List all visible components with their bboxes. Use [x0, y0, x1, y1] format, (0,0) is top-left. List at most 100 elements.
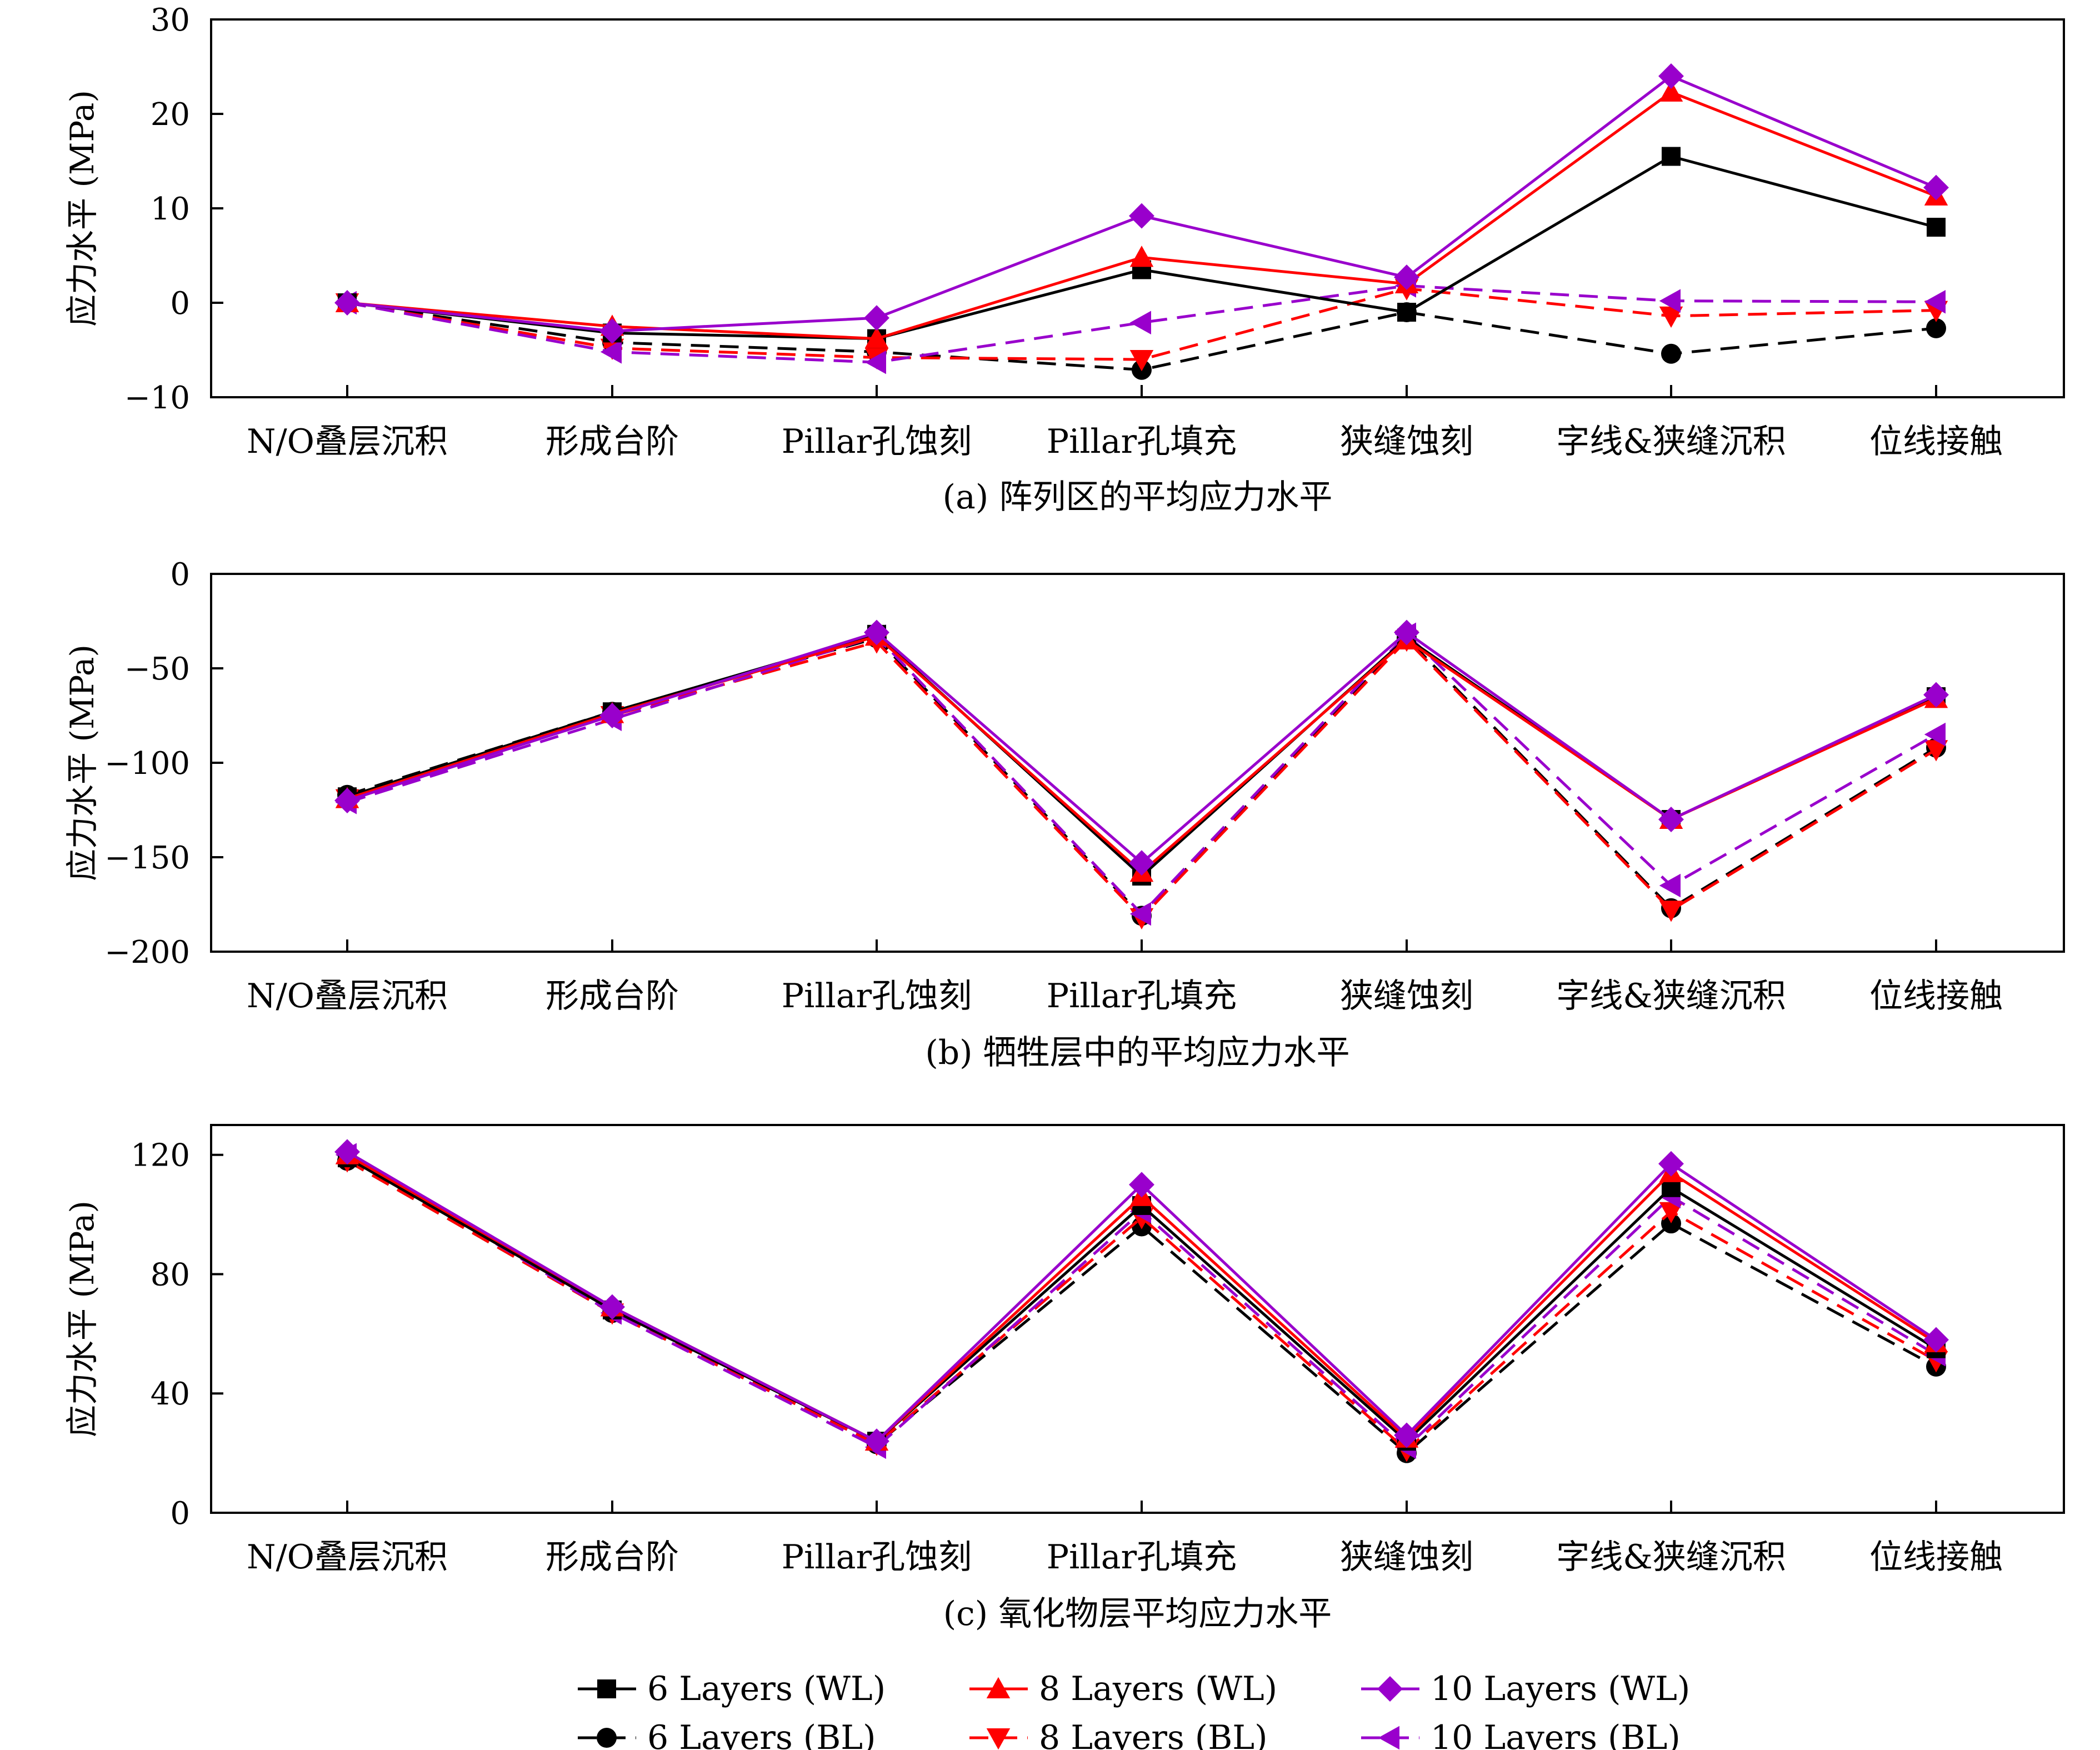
data-point-wl10 [864, 1428, 889, 1454]
legend-label: 10 Layers (WL) [1431, 1669, 1690, 1708]
panel-b-caption: (b) 牺牲层中的平均应力水平 [925, 1033, 1349, 1072]
y-axis-title: 应力水平 (MPa) [63, 644, 101, 881]
data-point-bl6 [1661, 343, 1681, 364]
y-tick-label: 40 [151, 1376, 190, 1412]
data-point-wl10 [599, 703, 625, 728]
data-point-bl8 [1129, 350, 1154, 372]
data-point-wl10 [864, 305, 889, 331]
legend-marker [986, 1677, 1011, 1698]
data-point-bl10 [1924, 290, 1946, 314]
y-tick-label: −50 [124, 651, 190, 687]
series-wl10 [334, 619, 1949, 876]
data-point-wl10 [599, 318, 625, 344]
data-point-bl10 [600, 340, 622, 364]
panel-a-caption: (a) 阵列区的平均应力水平 [943, 478, 1333, 517]
data-point-bl10 [1659, 873, 1681, 898]
x-tick-label: 位线接触 [1869, 1538, 2003, 1577]
legend-label: 8 Layers (WL) [1039, 1669, 1277, 1708]
data-point-wl10 [1129, 1172, 1154, 1198]
data-point-wl10 [1394, 264, 1419, 291]
x-tick-label: N/O叠层沉积 [247, 1538, 448, 1577]
legend-marker [597, 1728, 617, 1748]
data-point-wl10 [1129, 850, 1154, 876]
series-wl10 [334, 63, 1949, 344]
panel-c-caption: (c) 氧化物层平均应力水平 [943, 1594, 1332, 1633]
y-tick-label: −150 [104, 840, 190, 876]
y-tick-label: 80 [151, 1257, 190, 1293]
data-point-wl10 [1129, 203, 1154, 229]
y-tick-label: 120 [131, 1138, 190, 1174]
legend-item-wl8: 8 Layers (WL) [969, 1669, 1277, 1708]
data-point-wl10 [1923, 682, 1949, 708]
data-point-wl10 [334, 788, 360, 813]
x-tick-label: 狭缝蚀刻 [1340, 977, 1473, 1016]
data-point-wl6 [1927, 218, 1946, 237]
x-tick-label: Pillar孔蚀刻 [782, 422, 972, 461]
y-tick-label: 30 [151, 2, 190, 38]
x-tick-label: 形成台阶 [546, 977, 679, 1016]
panel-c: 0 40 80 120 N/O叠层沉积 形成台阶 Pillar孔蚀刻 Pillar孔填充 狭缝蚀… [63, 1124, 2065, 1633]
panel-c-frame [210, 1124, 2065, 1514]
legend-item-wl10: 10 Layers (WL) [1361, 1669, 1690, 1708]
data-point-wl10 [599, 1294, 625, 1320]
data-point-wl10 [1658, 1151, 1684, 1177]
x-tick-label: Pillar孔填充 [1047, 977, 1237, 1016]
data-point-wl10 [1394, 619, 1419, 646]
x-tick-label: Pillar孔填充 [1047, 1538, 1237, 1577]
y-tick-label: 10 [151, 191, 190, 227]
x-tick-label: Pillar孔填充 [1047, 422, 1237, 461]
legend-label: 8 Layers (BL) [1039, 1718, 1268, 1750]
chart-panels: −100102030N/O叠层沉积 形成台阶 Pillar孔蚀刻 Pillar孔填充狭… [63, 2, 2065, 1633]
data-point-wl10 [1658, 63, 1684, 89]
data-point-wl10 [1394, 1422, 1419, 1448]
series-wl10 [334, 1139, 1949, 1454]
y-axis-title: 应力水平 (MPa) [63, 90, 101, 327]
legend: 6 Layers (WL) 8 Layers (WL) 10 Layers (WL)… [578, 1669, 1690, 1750]
legend-marker [1378, 1726, 1399, 1750]
x-tick-label: 狭缝蚀刻 [1340, 422, 1473, 461]
y-tick-label: −10 [124, 380, 190, 416]
data-point-bl6 [1926, 318, 1946, 338]
data-point-bl8 [1924, 740, 1948, 762]
y-tick-label: 0 [170, 557, 190, 593]
legend-item-wl6: 6 Layers (WL) [578, 1669, 886, 1708]
data-point-wl8 [1129, 246, 1154, 267]
legend-marker [1377, 1676, 1403, 1702]
x-tick-label: 位线接触 [1869, 422, 2003, 461]
legend-label: 6 Layers (BL) [647, 1718, 876, 1750]
x-tick-label: 狭缝蚀刻 [1340, 1538, 1473, 1577]
legend-item-bl10: 10 Layers (BL) [1361, 1718, 1681, 1750]
data-point-wl8 [1659, 80, 1683, 102]
panel-a: −10 0 10 20 30 N/O叠层沉积 形成台阶 Pillar孔蚀刻 Pillar孔填充 狭… [63, 2, 2065, 517]
legend-marker [597, 1679, 616, 1698]
x-tick-label: N/O叠层沉积 [247, 977, 448, 1016]
data-point-bl10 [1129, 902, 1151, 926]
data-point-bl10 [864, 350, 886, 374]
legend-label: 10 Layers (BL) [1431, 1718, 1681, 1750]
x-tick-label: 形成台阶 [546, 1538, 679, 1577]
data-point-wl10 [1923, 1327, 1949, 1353]
data-point-wl10 [1923, 174, 1949, 201]
data-point-bl8 [1659, 901, 1683, 922]
data-point-wl10 [334, 290, 360, 316]
x-tick-label: Pillar孔蚀刻 [782, 977, 972, 1016]
data-point-bl10 [1924, 722, 1946, 747]
legend-item-bl6: 6 Layers (BL) [578, 1718, 876, 1750]
y-tick-label: −100 [104, 746, 190, 782]
y-axis-title: 应力水平 (MPa) [63, 1201, 101, 1437]
panel-b: −200 −150 −100 −50 0 N/O叠层沉积 形成台阶 Pillar孔蚀刻 Pill… [63, 557, 2065, 1072]
y-tick-label: 20 [151, 97, 190, 133]
data-point-bl6 [1661, 1213, 1681, 1234]
x-tick-label: 字线&狭缝沉积 [1556, 977, 1786, 1016]
x-tick-label: N/O叠层沉积 [247, 422, 448, 461]
data-point-bl10 [1659, 289, 1681, 313]
data-point-wl10 [1658, 807, 1684, 832]
legend-marker [986, 1728, 1011, 1750]
y-tick-label: −200 [104, 934, 190, 971]
legend-item-bl8: 8 Layers (BL) [969, 1718, 1268, 1750]
data-point-bl8 [1659, 306, 1683, 328]
x-tick-label: 字线&狭缝沉积 [1556, 422, 1786, 461]
x-tick-label: 形成台阶 [546, 422, 679, 461]
